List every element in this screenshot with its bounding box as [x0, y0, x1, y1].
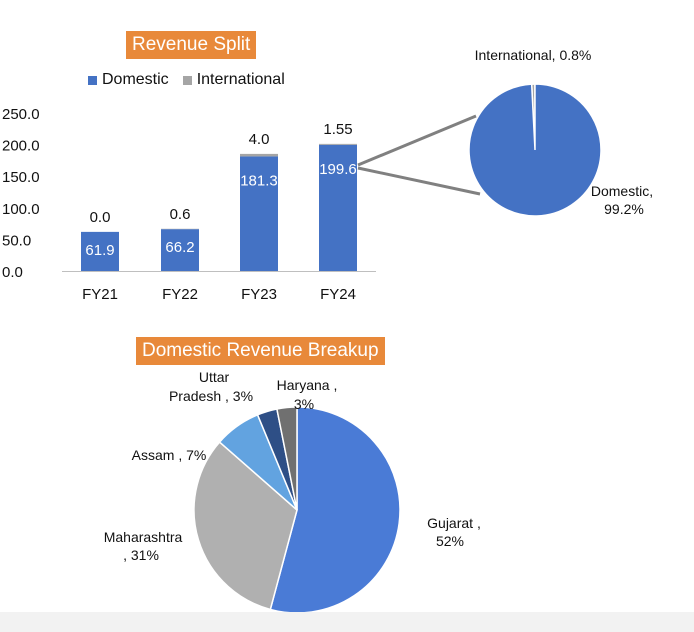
x-tick-label: FY22 — [162, 286, 198, 303]
legend-international-label: International — [196, 71, 285, 88]
pie-slice-haryana — [276, 406, 298, 511]
pie-label-gujarat-pct: 52% — [436, 533, 464, 549]
legend-domestic-swatch — [88, 75, 97, 85]
x-tick-label: FY24 — [320, 286, 356, 303]
pie-label-international: International, 0.8% — [475, 47, 592, 63]
pie-label-domestic: Domestic, — [591, 183, 653, 199]
y-tick-label: 250.0 — [2, 106, 40, 123]
y-tick-label: 50.0 — [2, 232, 31, 249]
domestic-breakup-title: Domestic Revenue Breakup — [136, 337, 385, 365]
domestic-value-label: 66.2 — [165, 239, 194, 256]
international-value-label: 4.0 — [249, 131, 270, 148]
international-value-label: 0.6 — [170, 206, 191, 223]
pie-label-uttar-pradesh: Uttar — [199, 369, 230, 385]
y-tick-label: 0.0 — [2, 264, 23, 281]
pie-slice-domestic — [468, 83, 602, 217]
bar-international — [319, 143, 357, 145]
bar-domestic — [319, 144, 357, 271]
international-value-label: 0.0 — [90, 209, 111, 226]
pie-label-gujarat: Gujarat , — [427, 515, 481, 531]
pie-label-haryana-pct: 3% — [294, 396, 314, 412]
y-tick-label: 150.0 — [2, 169, 40, 186]
legend-international-swatch — [182, 75, 192, 85]
bar-domestic — [81, 231, 119, 271]
pie-label-domestic-pct: 99.2% — [604, 201, 644, 217]
pie-label-haryana: Haryana , — [277, 377, 338, 393]
connector-line-bottom — [357, 166, 481, 196]
domestic-value-label: 181.3 — [240, 172, 278, 189]
pie-label-assam: Assam , 7% — [132, 447, 207, 463]
revenue-split-title: Revenue Split — [126, 31, 257, 59]
pie-label-maharashtra: Maharashtra — [104, 529, 183, 545]
legend-international: International — [182, 71, 285, 89]
legend-domestic: Domestic — [88, 71, 169, 89]
bottom-strip — [0, 612, 694, 632]
bar-international — [240, 153, 278, 157]
x-tick-label: FY21 — [82, 286, 118, 303]
bar-domestic — [240, 156, 278, 271]
pie-slice-gujarat — [269, 406, 401, 614]
international-value-label: 1.55 — [323, 121, 352, 138]
bar-legend: Domestic International — [88, 71, 299, 89]
pie-label-uttar-pradesh-pct: Pradesh , 3% — [169, 388, 253, 404]
legend-domestic-label: Domestic — [102, 71, 169, 88]
x-tick-label: FY23 — [241, 286, 277, 303]
y-tick-label: 100.0 — [2, 201, 40, 218]
y-tick-label: 200.0 — [2, 138, 40, 155]
bar-domestic — [161, 229, 199, 271]
domestic-value-label: 61.9 — [85, 242, 114, 259]
connector-line-top — [357, 114, 477, 167]
pie-label-maharashtra-pct: , 31% — [123, 547, 159, 563]
domestic-value-label: 199.6 — [319, 161, 357, 178]
pie-slice-maharashtra — [193, 441, 298, 611]
